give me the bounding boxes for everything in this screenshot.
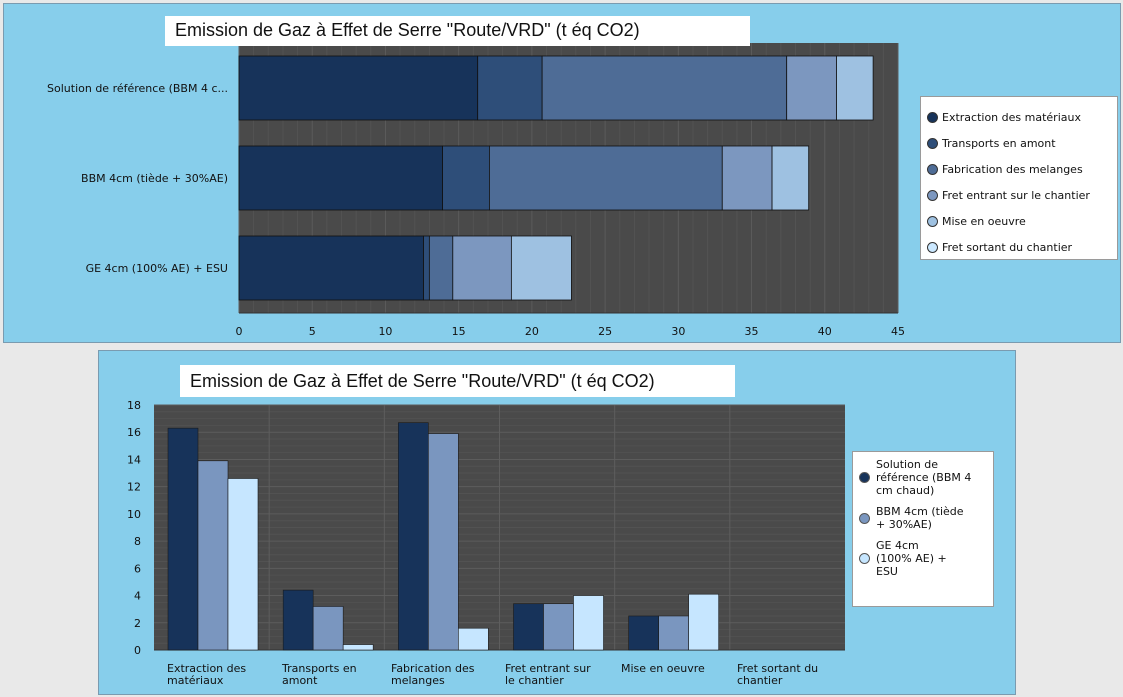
legend-swatch: [927, 215, 938, 227]
legend-label: Fret sortant du chantier: [942, 240, 1073, 254]
legend-item: GE 4cm (100% AE) + ESU: [859, 539, 993, 578]
x-tick-label: Transports en amont: [282, 662, 357, 687]
legend-swatch: [859, 512, 870, 524]
legend-label: GE 4cm (100% AE) + ESU: [876, 539, 947, 578]
legend-swatch: [859, 472, 870, 483]
legend-label: Solution de référence (BBM 4 cm chaud): [876, 458, 971, 497]
x-tick-label: 5: [309, 325, 316, 338]
bar: [573, 595, 604, 651]
legend-label: Fret entrant sur le chantier: [942, 188, 1090, 202]
legend-swatch: [927, 241, 938, 253]
bar: [197, 460, 229, 651]
bar: [628, 615, 659, 651]
legend-label-line: cm chaud): [876, 484, 935, 497]
bar-segment: [477, 55, 543, 121]
x-tick-label: Fret entrant sur le chantier: [505, 662, 591, 687]
bar: [428, 433, 459, 651]
grouped-chart-title: Emission de Gaz à Effet de Serre "Route/…: [180, 365, 735, 397]
y-tick-label: 4: [134, 590, 141, 603]
x-tick-label: 35: [745, 325, 759, 338]
bar: [167, 427, 199, 651]
y-tick-label: 14: [127, 453, 141, 466]
legend-swatch: [927, 111, 938, 123]
x-tick-label: 0: [236, 325, 243, 338]
y-tick-label: 10: [127, 508, 141, 521]
legend-item: BBM 4cm (tiède + 30%AE): [859, 505, 993, 531]
legend-label-line: BBM 4cm (tiède: [876, 505, 964, 518]
bar: [513, 603, 544, 651]
bar: [312, 606, 344, 651]
bar-segment: [771, 145, 810, 211]
y-tick-label: 16: [127, 426, 141, 439]
legend-item: Fabrication des melanges: [927, 156, 1117, 182]
legend-item: Extraction des matériaux: [927, 104, 1117, 130]
y-tick-label: 12: [127, 481, 141, 494]
bar-segment: [442, 145, 490, 211]
legend-label: Fabrication des melanges: [942, 162, 1083, 176]
bar-segment: [489, 145, 723, 211]
x-tick-label: Fret sortant du chantier: [737, 662, 819, 687]
x-tick-label: 30: [671, 325, 685, 338]
legend-label-line: référence (BBM 4: [876, 471, 972, 484]
stacked-chart-title: Emission de Gaz à Effet de Serre "Route/…: [165, 16, 750, 46]
legend-swatch: [927, 137, 938, 149]
x-tick-label: 20: [525, 325, 539, 338]
y-tick-label: BBM 4cm (tiède + 30%AE): [81, 172, 228, 185]
x-tick-label: 25: [598, 325, 612, 338]
bar: [282, 589, 314, 651]
legend-item: Transports en amont: [927, 130, 1117, 156]
bar-segment: [238, 235, 424, 301]
bar-segment: [786, 55, 837, 121]
x-tick-label: 10: [378, 325, 392, 338]
x-tick-label: Fabrication des melanges: [391, 662, 475, 687]
grouped-chart-legend: Solution de référence (BBM 4 cm chaud) B…: [852, 451, 994, 607]
legend-swatch: [927, 189, 938, 201]
legend-label: Mise en oeuvre: [942, 214, 1026, 228]
y-tick-label: GE 4cm (100% AE) + ESU: [86, 262, 228, 275]
bar-segment: [510, 235, 572, 301]
bar: [458, 627, 489, 651]
bar: [227, 478, 259, 651]
bar: [658, 615, 689, 651]
bar: [398, 422, 429, 651]
legend-item: Mise en oeuvre: [927, 208, 1117, 234]
legend-label-line: + 30%AE): [876, 518, 932, 531]
legend-label-line: GE 4cm: [876, 539, 919, 552]
bar-segment: [721, 145, 773, 211]
legend-label: Extraction des matériaux: [942, 110, 1081, 124]
bar-segment: [238, 145, 443, 211]
y-tick-label: Solution de référence (BBM 4 c...: [47, 82, 228, 95]
bar: [342, 644, 374, 651]
legend-item: Fret entrant sur le chantier: [927, 182, 1117, 208]
stacked-chart-legend: Extraction des matériaux Transports en a…: [920, 96, 1118, 260]
x-tick-label: Extraction des matériaux: [167, 662, 247, 687]
y-tick-label: 8: [134, 535, 141, 548]
bar-segment: [541, 55, 788, 121]
bar: [688, 593, 719, 651]
x-tick-label: 40: [818, 325, 832, 338]
y-tick-label: 0: [134, 644, 141, 657]
y-tick-label: 6: [134, 562, 141, 575]
bar-segment: [452, 235, 512, 301]
bar-segment: [836, 55, 874, 121]
legend-swatch: [927, 163, 938, 175]
legend-item: Fret sortant du chantier: [927, 234, 1117, 260]
x-tick-label: Mise en oeuvre: [621, 662, 705, 675]
legend-item: Solution de référence (BBM 4 cm chaud): [859, 458, 993, 497]
legend-label-line: (100% AE) +: [876, 552, 947, 565]
bar-segment: [238, 55, 479, 121]
x-tick-label: 15: [452, 325, 466, 338]
x-tick-label: 45: [891, 325, 905, 338]
legend-label: Transports en amont: [942, 136, 1056, 150]
legend-label-line: Solution de: [876, 458, 939, 471]
y-tick-label: 18: [127, 399, 141, 412]
bar: [543, 603, 574, 651]
legend-label: BBM 4cm (tiède + 30%AE): [876, 505, 964, 531]
y-tick-label: 2: [134, 617, 141, 630]
legend-swatch: [859, 553, 870, 564]
legend-label-line: ESU: [876, 565, 898, 578]
